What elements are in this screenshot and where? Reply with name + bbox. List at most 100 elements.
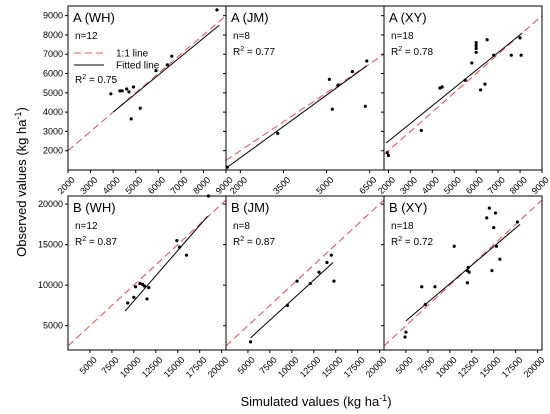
y-tick-label: 20000 xyxy=(38,199,63,209)
x-tick-label: 7000 xyxy=(486,175,507,196)
sample-size-label: n=12 xyxy=(75,221,98,232)
data-point xyxy=(170,54,174,58)
r-squared-label: R2 = 0.75 xyxy=(75,74,117,86)
x-tick-label: 5000 xyxy=(123,175,144,196)
data-point xyxy=(478,88,483,92)
x-tick-label: 17500 xyxy=(342,355,367,380)
y-tick-label: 6000 xyxy=(43,69,63,79)
y-tick-label: 5000 xyxy=(43,321,63,331)
data-point xyxy=(336,83,340,87)
data-point xyxy=(465,281,469,285)
y-tick-label: 7000 xyxy=(43,49,63,59)
y-tick-label: 3000 xyxy=(43,126,63,136)
x-tick-label: 8000 xyxy=(191,175,212,196)
y-tick-label: 10000 xyxy=(38,280,63,290)
data-point xyxy=(485,38,489,42)
y-tick-label: 8000 xyxy=(43,30,63,40)
x-tick-label: 5000 xyxy=(78,355,99,376)
fitted-line xyxy=(250,262,334,339)
fitted-line xyxy=(385,32,523,144)
data-point xyxy=(120,89,124,93)
r-squared-label: R2 = 0.72 xyxy=(391,236,433,248)
x-tick-label: 5000 xyxy=(314,175,335,196)
data-point xyxy=(215,8,219,12)
x-tick-label: 3500 xyxy=(271,175,292,196)
data-point xyxy=(308,281,312,286)
legend-fitted-label: Fitted line xyxy=(116,61,160,72)
data-point xyxy=(138,281,142,286)
data-point xyxy=(433,285,437,289)
data-point xyxy=(285,303,290,308)
x-tick-label: 17500 xyxy=(184,355,209,380)
x-tick-label: 6000 xyxy=(464,175,485,196)
data-point xyxy=(165,63,169,67)
data-point xyxy=(470,61,474,65)
data-point xyxy=(403,335,407,339)
panel-title: B (JM) xyxy=(231,200,269,215)
data-point xyxy=(420,285,424,289)
x-tick-label: 2000 xyxy=(376,175,397,196)
data-point xyxy=(125,87,129,91)
data-point xyxy=(519,53,523,57)
data-point xyxy=(126,301,130,305)
data-point xyxy=(145,297,149,301)
data-point xyxy=(138,106,142,110)
data-point xyxy=(466,265,470,269)
data-point xyxy=(452,244,456,248)
data-point xyxy=(127,90,131,94)
data-point xyxy=(493,211,498,215)
data-point xyxy=(509,53,513,57)
x-tick-label: 2000 xyxy=(228,175,249,196)
x-tick-label: 6500 xyxy=(357,175,378,196)
panel-frame xyxy=(383,195,543,351)
data-point xyxy=(440,85,444,89)
data-point xyxy=(365,59,369,63)
data-point xyxy=(487,206,491,210)
data-point xyxy=(317,270,321,274)
data-point xyxy=(485,216,489,220)
x-tick-label: 5000 xyxy=(394,355,415,376)
x-tick-label: 15000 xyxy=(478,355,503,380)
x-axis-label: Simulated values (kg ha-1) xyxy=(240,393,391,409)
x-tick-label: 9000 xyxy=(530,175,550,196)
data-point xyxy=(350,70,354,74)
panel-2: 2000 3500 5000 6500 A (JM) n=8 R2 = 0.77 xyxy=(223,5,385,196)
one-to-one-line xyxy=(68,199,226,347)
data-point xyxy=(492,53,496,57)
panel-title: B (XY) xyxy=(389,200,427,215)
data-point xyxy=(474,43,478,48)
panel-title: B (WH) xyxy=(73,200,116,215)
data-point xyxy=(109,92,113,96)
data-point xyxy=(131,85,136,89)
y-tick-label: 4000 xyxy=(43,107,63,117)
fitted-line xyxy=(228,65,368,167)
data-point xyxy=(295,279,299,283)
data-point xyxy=(132,295,136,299)
one-to-one-line xyxy=(68,15,226,152)
panel-frame xyxy=(225,195,385,351)
r-squared-label: R2 = 0.87 xyxy=(233,236,275,248)
data-point xyxy=(329,253,333,257)
panel-1: 2000 3000 4000 5000 6000 7000 8000 900020003000… xyxy=(43,5,235,196)
data-point xyxy=(419,128,423,133)
x-tick-label: 4000 xyxy=(101,175,122,196)
data-point xyxy=(129,117,133,121)
data-point xyxy=(492,226,496,230)
x-tick-label: 3000 xyxy=(398,175,419,196)
x-tick-label: 12500 xyxy=(298,355,323,380)
y-tick-label: 9000 xyxy=(43,11,63,21)
sample-size-label: n=18 xyxy=(391,221,414,232)
one-to-one-line xyxy=(384,199,542,347)
x-tick-label: 20000 xyxy=(522,355,547,380)
data-point xyxy=(175,238,179,243)
fitted-line xyxy=(112,24,220,113)
data-point xyxy=(474,50,478,54)
panel-frame xyxy=(67,195,227,351)
data-point xyxy=(154,69,158,73)
x-tick-label: 15000 xyxy=(320,355,345,380)
data-point xyxy=(386,153,390,158)
data-point xyxy=(177,245,182,249)
data-point xyxy=(515,220,520,224)
x-tick-label: 4000 xyxy=(420,175,441,196)
